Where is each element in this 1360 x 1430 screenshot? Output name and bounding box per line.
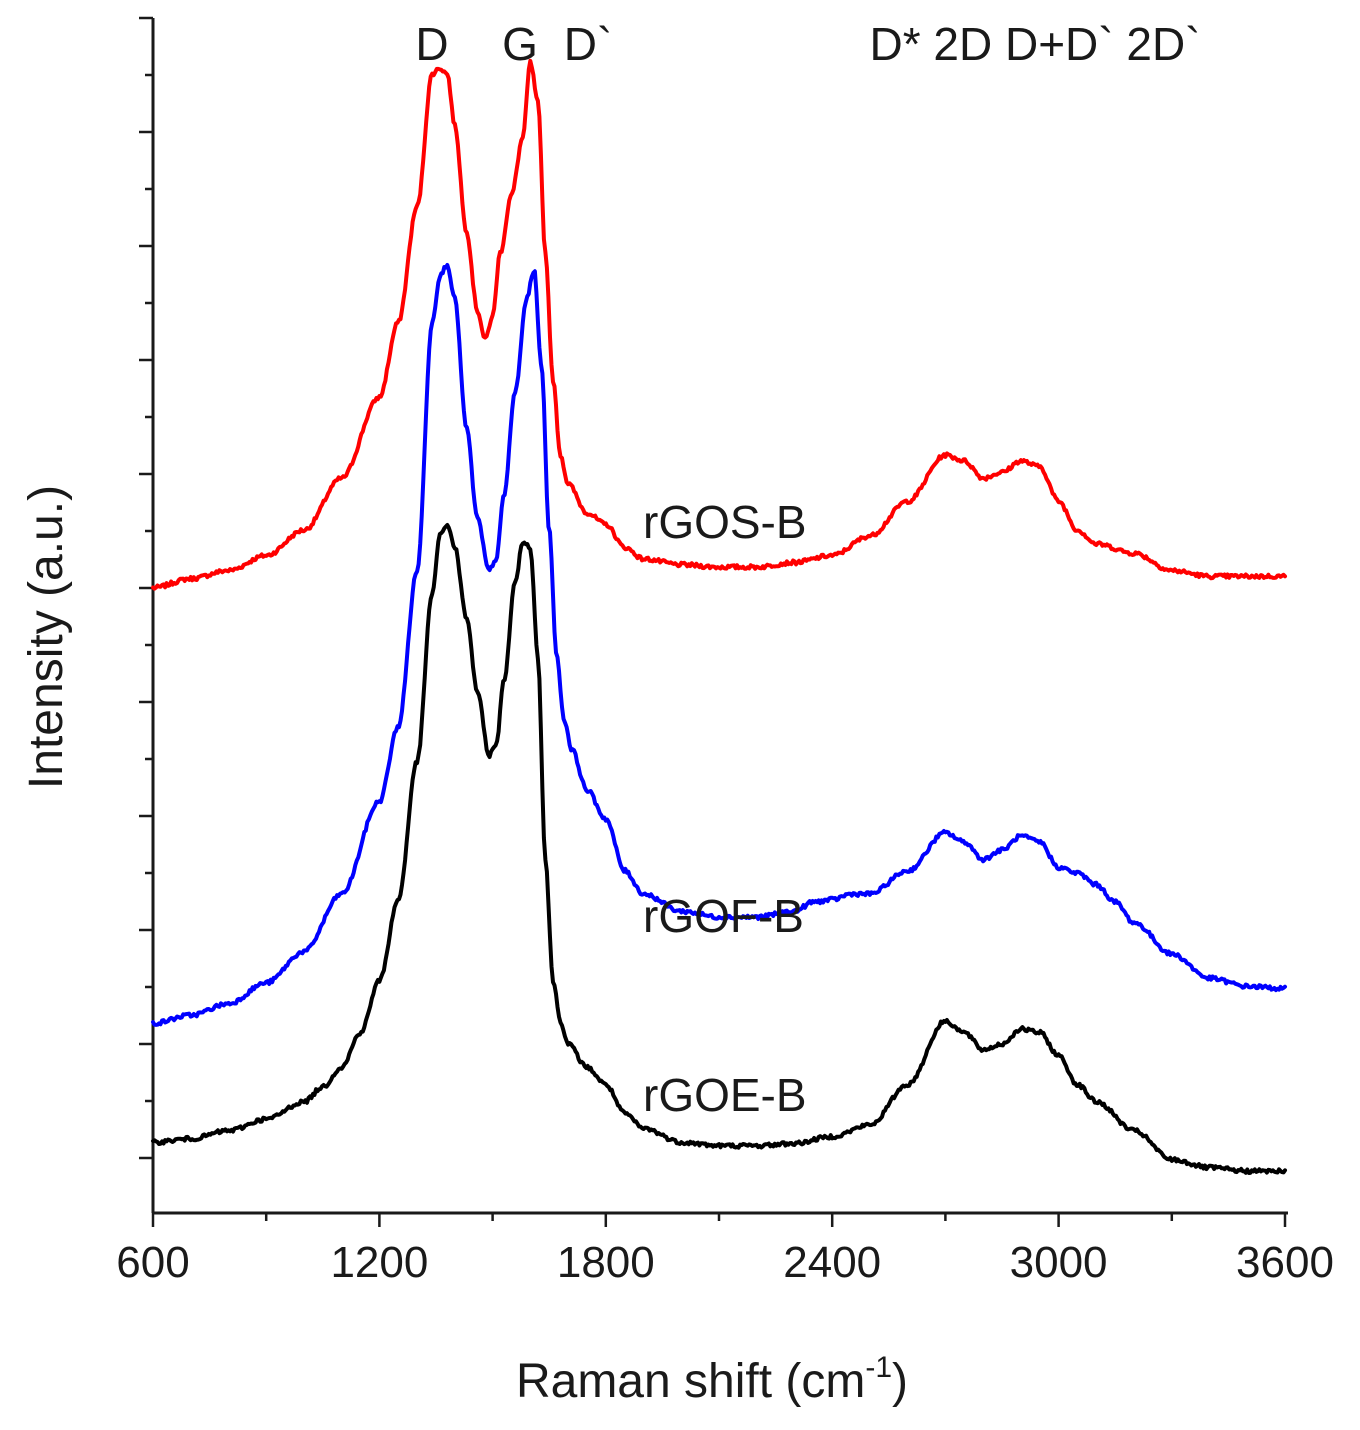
x-axis-title-superscript: -1 [865, 1351, 892, 1384]
x-tick-label: 2400 [783, 1238, 881, 1287]
peak-label-d-prime: D` [564, 18, 613, 70]
peak-labels: D G D` D* 2D D+D` 2D` [415, 18, 1200, 70]
y-ticks [139, 16, 153, 1160]
x-tick-label: 3000 [1010, 1238, 1108, 1287]
series-line-rgoe-b [151, 523, 1287, 1175]
y-axis-title: Intensity (a.u.) [20, 485, 73, 789]
series-label-rgos-b: rGOS-B [643, 496, 807, 548]
series-label-rgof-b: rGOF-B [643, 890, 804, 942]
series-label-rgoe-b: rGOE-B [643, 1069, 807, 1121]
x-tick-label: 1200 [330, 1238, 428, 1287]
x-ticks: 600 1200 1800 2400 3000 3600 [116, 1213, 1334, 1287]
series-layer [151, 58, 1287, 1175]
x-tick-label: 1800 [557, 1238, 655, 1287]
peak-label-d: D [415, 18, 448, 70]
series-line-rgof-b [151, 263, 1287, 1027]
x-tick-label: 3600 [1236, 1238, 1334, 1287]
peak-label-second-order: D* 2D D+D` 2D` [869, 18, 1200, 70]
peak-label-g: G [502, 18, 538, 70]
series-line-rgos-b [151, 58, 1287, 591]
x-axis-title-main: Raman shift (cm [516, 1355, 865, 1408]
axes [151, 18, 1288, 1215]
x-tick-label: 600 [116, 1238, 189, 1287]
x-axis-title: Raman shift (cm-1) [516, 1351, 908, 1408]
x-axis-title-suffix: ) [892, 1355, 908, 1408]
series-labels: rGOS-B rGOF-B rGOE-B [643, 496, 807, 1121]
